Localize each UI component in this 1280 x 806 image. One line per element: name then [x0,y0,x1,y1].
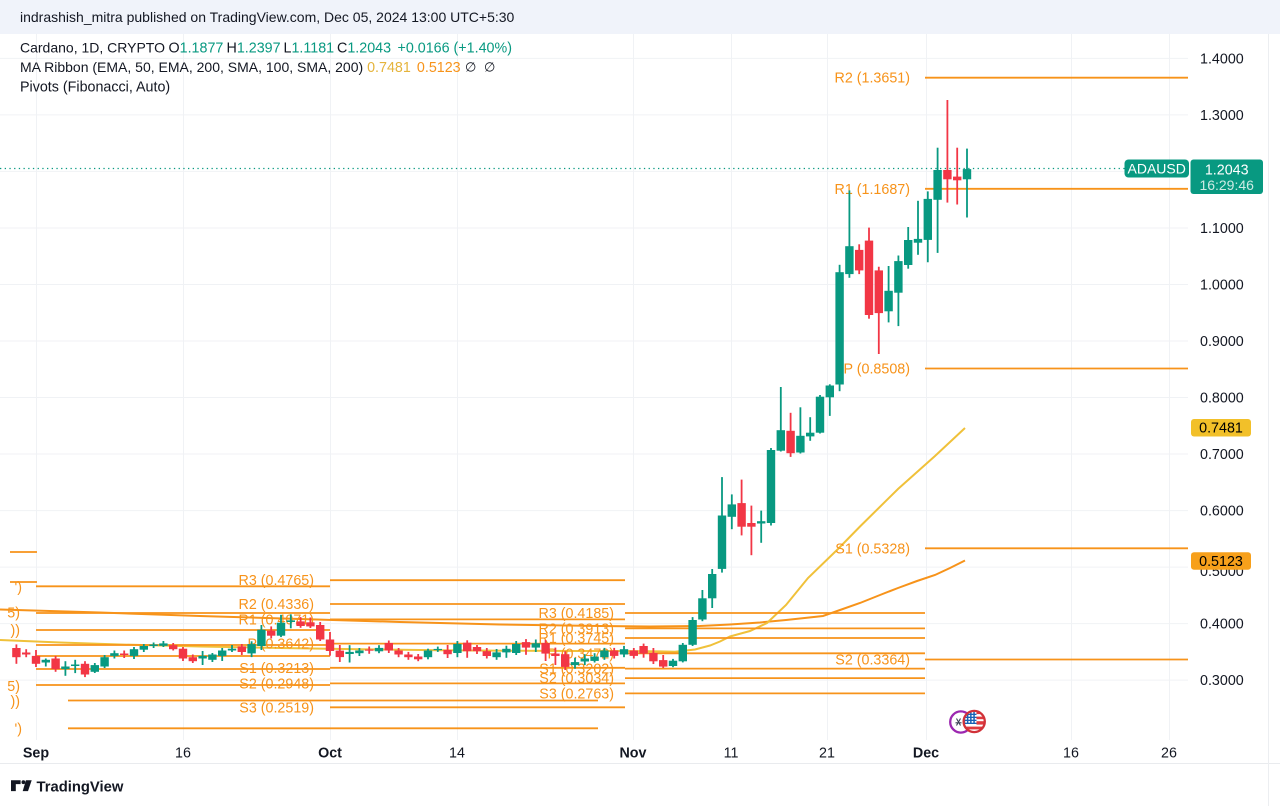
svg-text:P (0.8508): P (0.8508) [843,362,910,378]
svg-text:R2 (0.4336): R2 (0.4336) [239,597,315,613]
svg-text:C1.2043: C1.2043 [337,41,391,57]
svg-text:TradingView: TradingView [37,780,124,796]
svg-text:1.4000: 1.4000 [1200,51,1244,67]
svg-text:)): )) [10,623,20,639]
svg-text:0.3000: 0.3000 [1200,673,1244,689]
svg-text:0.6000: 0.6000 [1200,504,1244,520]
svg-text:S3 (0.2763): S3 (0.2763) [539,686,614,702]
svg-text:1.0000: 1.0000 [1200,278,1244,294]
svg-text:1.2043: 1.2043 [1205,162,1249,178]
svg-text:L1.1181: L1.1181 [284,41,335,57]
svg-text:11: 11 [724,745,739,761]
svg-text:∅: ∅ [465,60,476,75]
svg-text:14: 14 [449,745,465,761]
svg-text:∅: ∅ [484,60,495,75]
svg-text:0.7481: 0.7481 [367,60,411,76]
svg-text:indrashish_mitra published on: indrashish_mitra published on TradingVie… [20,9,515,25]
svg-text:S1 (0.5328): S1 (0.5328) [835,541,910,557]
svg-text:)): )) [10,694,20,710]
svg-text:Oct: Oct [318,745,342,761]
svg-text:S1 (0.3213): S1 (0.3213) [239,661,314,677]
svg-text:Pivots (Fibonacci, Auto): Pivots (Fibonacci, Auto) [20,79,170,95]
svg-text:R3 (0.4185): R3 (0.4185) [539,606,615,622]
svg-text:R1 (0.4071): R1 (0.4071) [239,612,315,628]
svg-text:Sep: Sep [23,745,49,761]
svg-text:O1.1877: O1.1877 [169,41,224,57]
svg-text:0.7000: 0.7000 [1200,447,1244,463]
svg-text:0.8000: 0.8000 [1200,391,1244,407]
svg-text:H1.2397: H1.2397 [227,41,281,57]
svg-text:S3 (0.2519): S3 (0.2519) [239,700,314,716]
svg-text:0.5123: 0.5123 [1199,554,1243,570]
svg-text:S2 (0.3034): S2 (0.3034) [539,671,614,687]
svg-text:0.4000: 0.4000 [1200,617,1244,633]
svg-text:S2 (0.3364): S2 (0.3364) [835,653,910,669]
svg-text:+0.0166 (+1.40%): +0.0166 (+1.40%) [398,41,512,57]
svg-text:MA Ribbon (EMA, 50, EMA, 200,: MA Ribbon (EMA, 50, EMA, 200, SMA, 100, … [20,59,363,75]
svg-text:16: 16 [1063,745,1079,761]
svg-text:ADAUSD: ADAUSD [1128,160,1186,176]
svg-text:R3 (0.4765): R3 (0.4765) [239,573,315,589]
svg-text:5): 5) [7,606,20,622]
svg-text:Cardano, 1D, CRYPTO: Cardano, 1D, CRYPTO [20,40,165,56]
svg-text:R2 (1.3651): R2 (1.3651) [835,71,911,87]
svg-text:16: 16 [175,745,191,761]
svg-text:1.3000: 1.3000 [1200,108,1244,124]
svg-text:0.7481: 0.7481 [1199,421,1243,437]
svg-text:21: 21 [819,745,835,761]
svg-text:S1 (0.3202): S1 (0.3202) [539,662,614,678]
svg-text:0.9000: 0.9000 [1200,334,1244,350]
svg-text:R1 (1.1687): R1 (1.1687) [835,182,911,198]
svg-text:R2 (0.3913): R2 (0.3913) [539,621,615,637]
svg-text:26: 26 [1161,745,1177,761]
svg-text:5): 5) [7,679,20,695]
svg-text:16:29:46: 16:29:46 [1199,177,1254,193]
svg-text:R1 (0.3745): R1 (0.3745) [539,631,615,647]
svg-text:'): ') [15,722,23,738]
svg-text:1.1000: 1.1000 [1200,221,1244,237]
svg-text:Nov: Nov [619,745,646,761]
svg-text:0.5123: 0.5123 [417,60,461,76]
svg-text:S2 (0.2948): S2 (0.2948) [239,676,314,692]
svg-text:'): ') [15,580,23,596]
svg-text:Dec: Dec [913,745,939,761]
